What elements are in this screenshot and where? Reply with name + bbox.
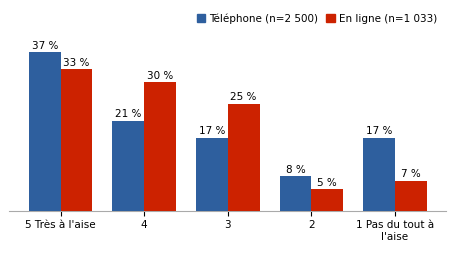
Bar <box>196 138 228 211</box>
Text: 33 %: 33 % <box>63 58 90 68</box>
Text: 21 %: 21 % <box>115 109 142 119</box>
Bar <box>144 82 176 211</box>
Bar <box>363 138 395 211</box>
Bar <box>112 121 144 211</box>
Text: 8 %: 8 % <box>285 165 305 175</box>
Text: 37 %: 37 % <box>32 41 58 51</box>
Bar <box>29 52 60 211</box>
Bar <box>395 181 427 211</box>
Bar <box>280 177 311 211</box>
Text: 17 %: 17 % <box>199 126 225 136</box>
Bar <box>60 69 92 211</box>
Text: 25 %: 25 % <box>230 92 257 102</box>
Text: 17 %: 17 % <box>366 126 392 136</box>
Text: 7 %: 7 % <box>401 169 421 179</box>
Text: 5 %: 5 % <box>318 178 337 188</box>
Legend: Téléphone (n=2 500), En ligne (n=1 033): Téléphone (n=2 500), En ligne (n=1 033) <box>193 9 441 28</box>
Text: 30 %: 30 % <box>147 70 173 80</box>
Bar <box>311 189 343 211</box>
Bar <box>228 104 259 211</box>
